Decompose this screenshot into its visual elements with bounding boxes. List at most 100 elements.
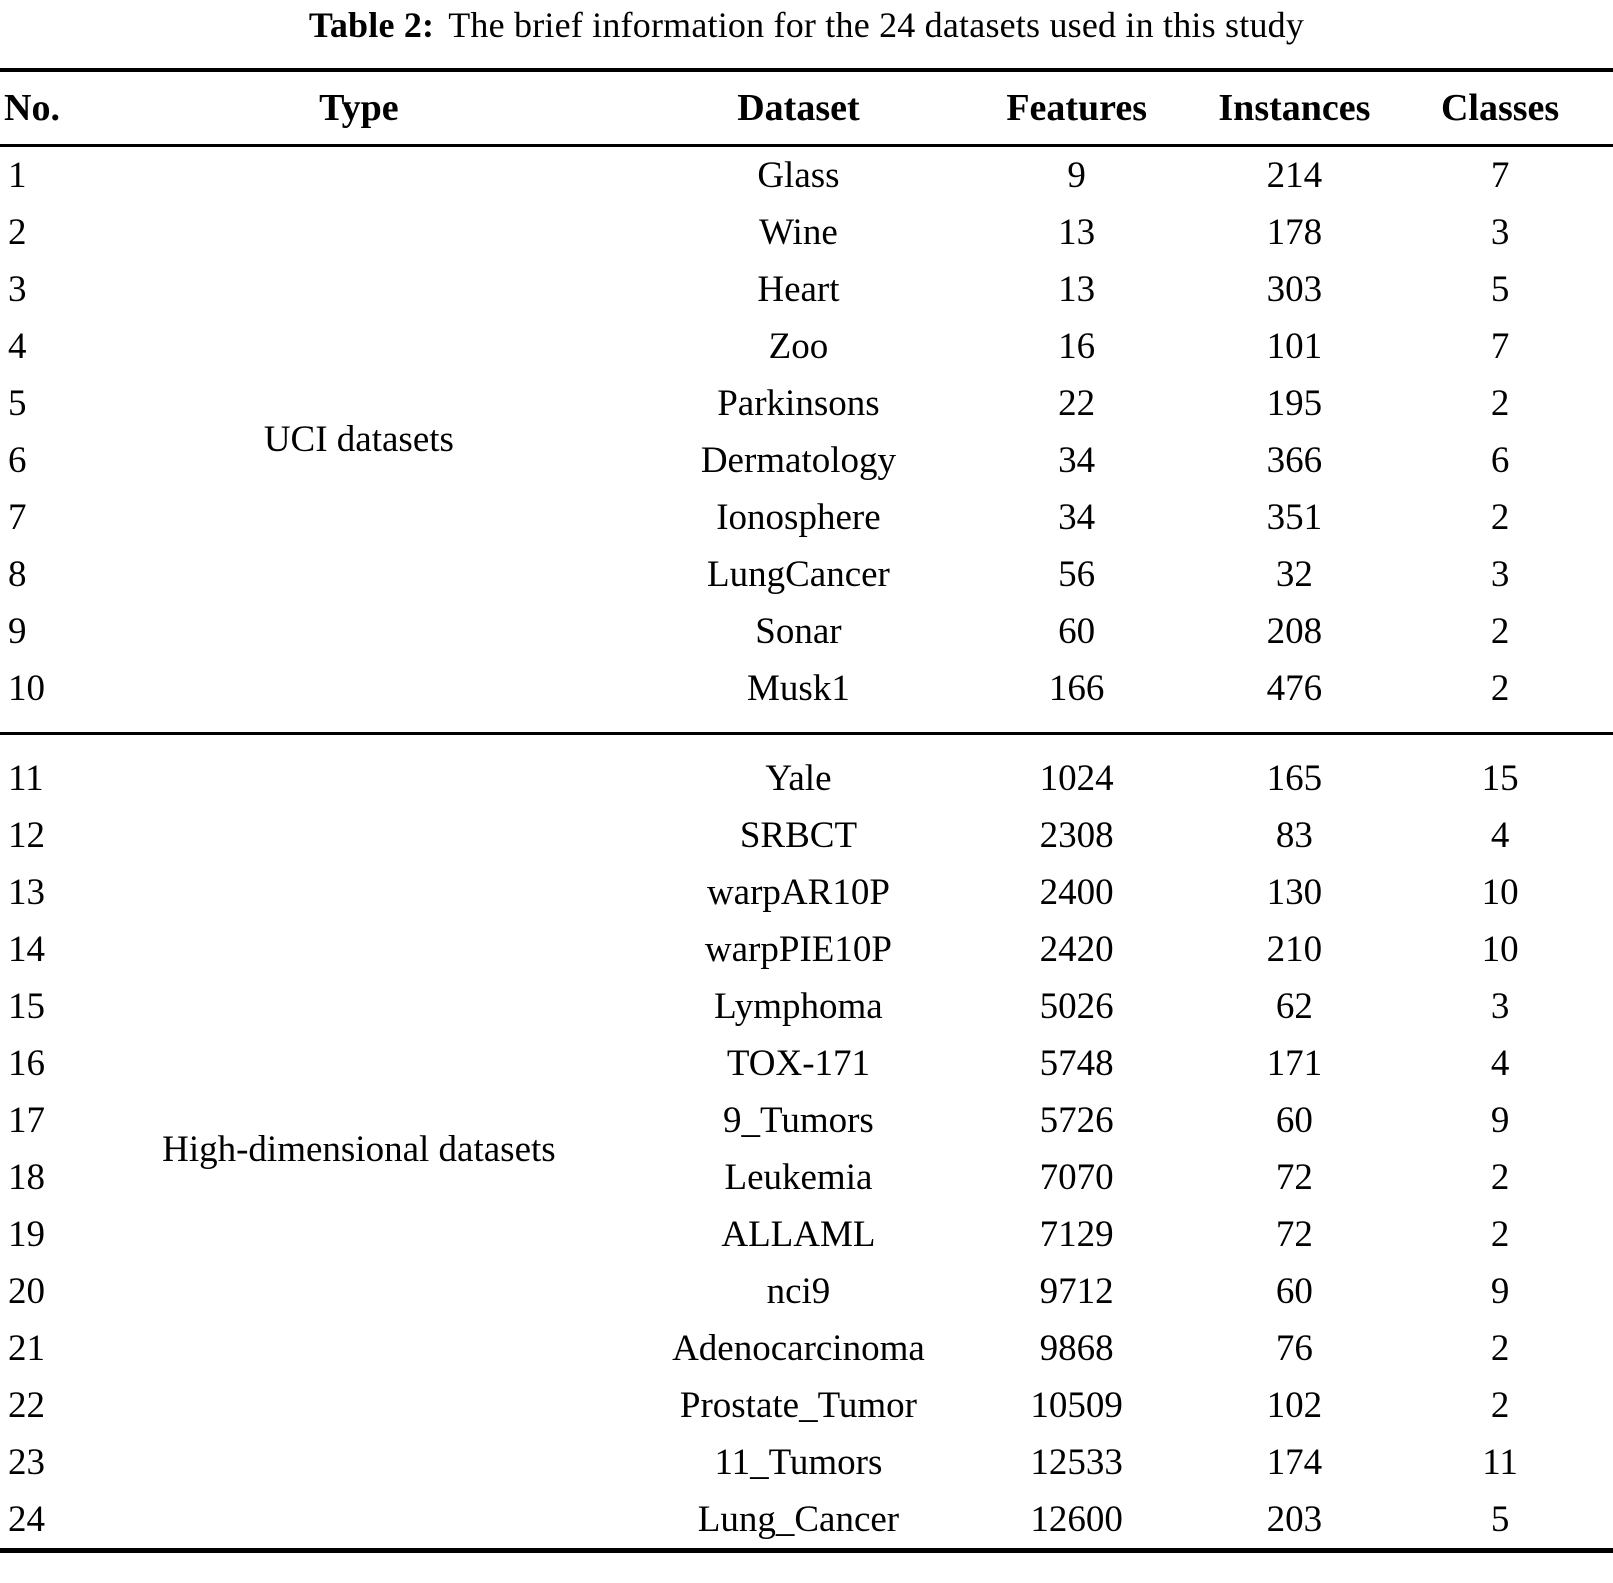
cell-no: 6 <box>8 440 27 482</box>
cell-no: 19 <box>8 1214 45 1256</box>
cell-instances: 76 <box>1275 1328 1313 1370</box>
table-row: 23 11_Tumors 12533 174 11 <box>0 1434 1613 1491</box>
header-no: No. <box>0 68 73 148</box>
cell-no: 17 <box>8 1100 45 1142</box>
datasets-table: No. Type Dataset Features Instances Clas… <box>0 68 1613 1554</box>
cell-classes: 2 <box>1490 383 1510 425</box>
cell-features: 166 <box>1048 668 1105 710</box>
cell-instances: 208 <box>1266 611 1323 653</box>
cell-dataset: Heart <box>757 269 840 311</box>
header-type: Type <box>72 68 646 148</box>
cell-classes: 2 <box>1490 1328 1510 1370</box>
cell-features: 2420 <box>1039 929 1114 971</box>
table-row: 14 warpPIE10P 2420 210 10 <box>0 921 1613 978</box>
cell-instances: 102 <box>1266 1385 1323 1427</box>
table-row: 12 SRBCT 2308 83 4 <box>0 807 1613 864</box>
cell-classes: 5 <box>1490 269 1510 311</box>
cell-features: 34 <box>1058 497 1096 539</box>
cell-classes: 7 <box>1490 155 1510 197</box>
header-features: Features <box>951 68 1202 148</box>
cell-no: 7 <box>8 497 27 539</box>
table-caption-label: Table 2: <box>308 5 435 45</box>
cell-classes: 2 <box>1490 1385 1510 1427</box>
cell-instances: 203 <box>1266 1499 1323 1541</box>
cell-classes: 2 <box>1490 1157 1510 1199</box>
cell-instances: 195 <box>1266 383 1323 425</box>
cell-dataset: warpPIE10P <box>704 929 892 971</box>
cell-no: 1 <box>8 155 27 197</box>
cell-features: 12533 <box>1030 1442 1123 1484</box>
cell-classes: 2 <box>1490 611 1510 653</box>
cell-classes: 10 <box>1481 872 1519 914</box>
table-row: 8 LungCancer 56 32 3 <box>0 546 1613 603</box>
cell-no: 11 <box>0 732 73 808</box>
cell-features: 10509 <box>1030 1385 1123 1427</box>
cell-features: 7129 <box>1039 1214 1114 1256</box>
cell-no: 5 <box>8 383 27 425</box>
cell-dataset: 9_Tumors <box>723 1100 874 1142</box>
cell-type-group-label: UCI datasets <box>263 419 454 461</box>
table-row: 5 Parkinsons 22 195 2 <box>0 375 1613 432</box>
cell-no: 8 <box>8 554 27 596</box>
cell-no: 13 <box>8 872 45 914</box>
cell-instances: 60 <box>1275 1271 1313 1313</box>
cell-features: 9868 <box>1039 1328 1114 1370</box>
cell-classes: 3 <box>1490 212 1510 254</box>
cell-instances: 62 <box>1275 986 1313 1028</box>
cell-no: 14 <box>8 929 45 971</box>
table-row: 4 Zoo 16 101 7 <box>0 318 1613 375</box>
cell-no: 9 <box>8 611 27 653</box>
cell-no: 23 <box>8 1442 45 1484</box>
cell-classes: 2 <box>1490 497 1510 539</box>
table-caption-text: The brief information for the 24 dataset… <box>448 5 1305 45</box>
table-header: No. Type Dataset Features Instances Clas… <box>0 68 1613 148</box>
cell-no: 16 <box>8 1043 45 1085</box>
cell-instances: 101 <box>1266 326 1323 368</box>
cell-dataset: Lymphoma <box>714 986 883 1028</box>
cell-classes: 2 <box>1490 668 1510 710</box>
cell-instances: 72 <box>1275 1214 1313 1256</box>
table-row: 13 warpAR10P 2400 130 10 <box>0 864 1613 921</box>
header-classes: Classes <box>1387 68 1613 148</box>
table-row: 6 Dermatology 34 366 6 <box>0 432 1613 489</box>
cell-classes: 15 <box>1387 732 1613 808</box>
cell-dataset: Leukemia <box>724 1157 873 1199</box>
cell-classes: 7 <box>1490 326 1510 368</box>
table-row: 10 Musk1 166 476 2 <box>0 660 1613 734</box>
cell-instances: 351 <box>1266 497 1323 539</box>
cell-instances: 210 <box>1266 929 1323 971</box>
cell-dataset: ALLAML <box>721 1214 876 1256</box>
cell-classes: 3 <box>1490 554 1510 596</box>
cell-dataset: Musk1 <box>747 668 850 710</box>
cell-dataset: Adenocarcinoma <box>672 1328 925 1370</box>
table-row: 9 Sonar 60 208 2 <box>0 603 1613 660</box>
cell-dataset: SRBCT <box>739 815 858 857</box>
cell-features: 22 <box>1058 383 1096 425</box>
cell-dataset: Wine <box>759 212 838 254</box>
cell-no: 15 <box>8 986 45 1028</box>
table-row: 22 Prostate_Tumor 10509 102 2 <box>0 1377 1613 1434</box>
cell-instances: 178 <box>1266 212 1323 254</box>
cell-features: 5026 <box>1039 986 1114 1028</box>
cell-features: 5726 <box>1039 1100 1114 1142</box>
cell-features: 2400 <box>1039 872 1114 914</box>
cell-dataset: TOX-171 <box>726 1043 871 1085</box>
cell-features: 2308 <box>1039 815 1114 857</box>
cell-classes: 10 <box>1481 929 1519 971</box>
cell-dataset: LungCancer <box>707 554 890 596</box>
table-row: 16 TOX-171 5748 171 4 <box>0 1035 1613 1092</box>
table-row: 1 UCI datasets Glass 9 214 7 <box>0 146 1613 460</box>
table-row: 18 Leukemia 7070 72 2 <box>0 1149 1613 1206</box>
cell-classes: 4 <box>1490 1043 1510 1085</box>
cell-no: 24 <box>8 1499 45 1541</box>
table-body: 1 UCI datasets Glass 9 214 7 2 Wine 13 178 3 3 Heart… <box>0 146 1613 1551</box>
cell-features: 34 <box>1058 440 1096 482</box>
header-instances: Instances <box>1201 68 1388 148</box>
cell-classes: 9 <box>1490 1271 1510 1313</box>
cell-instances: 476 <box>1266 668 1323 710</box>
table-row: 17 9_Tumors 5726 60 9 <box>0 1092 1613 1149</box>
cell-dataset: Lung_Cancer <box>697 1499 900 1541</box>
cell-classes: 9 <box>1490 1100 1510 1142</box>
cell-no: 10 <box>8 668 45 710</box>
